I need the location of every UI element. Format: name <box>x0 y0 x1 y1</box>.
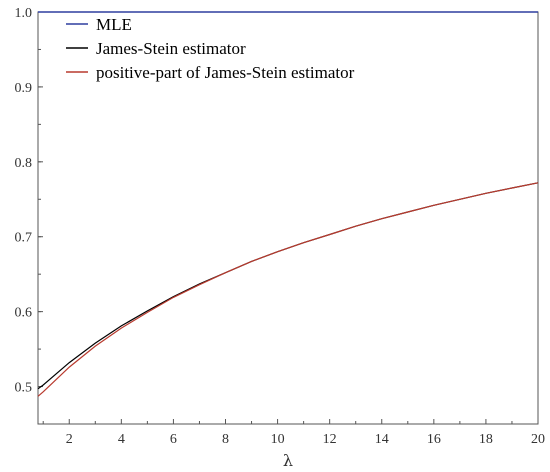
y-tick-label: 0.5 <box>15 381 33 396</box>
x-tick-label: 2 <box>66 432 73 447</box>
series-layer <box>37 11 539 397</box>
series-line-2 <box>37 182 539 390</box>
x-tick-label: 18 <box>479 432 493 447</box>
legend-label: James-Stein estimator <box>96 39 246 58</box>
y-tick-label: 0.6 <box>15 306 33 321</box>
x-tick-label: 20 <box>531 432 545 447</box>
legend: MLE James-Stein estimator positive-part of… <box>66 15 355 82</box>
x-tick-label: 8 <box>222 432 229 447</box>
x-axis-ticks: 2 4 6 8 10 12 14 16 18 20 <box>42 419 545 447</box>
x-axis-title: λ <box>283 451 293 470</box>
x-tick-label: 12 <box>323 432 337 447</box>
legend-label: MLE <box>96 15 132 34</box>
series-line-3 <box>37 182 539 397</box>
x-tick-label: 6 <box>170 432 177 447</box>
y-tick-label: 0.9 <box>15 81 33 96</box>
y-tick-label: 0.8 <box>15 156 33 171</box>
x-tick-label: 4 <box>118 432 125 447</box>
y-axis-ticks: 0.5 0.6 0.7 0.8 0.9 1.0 <box>15 6 43 396</box>
legend-label: positive-part of James-Stein estimator <box>96 63 355 82</box>
x-tick-label: 16 <box>427 432 441 447</box>
y-tick-label: 1.0 <box>15 6 33 21</box>
x-tick-label: 10 <box>271 432 285 447</box>
y-tick-label: 0.7 <box>15 231 33 246</box>
x-tick-label: 14 <box>375 432 389 447</box>
